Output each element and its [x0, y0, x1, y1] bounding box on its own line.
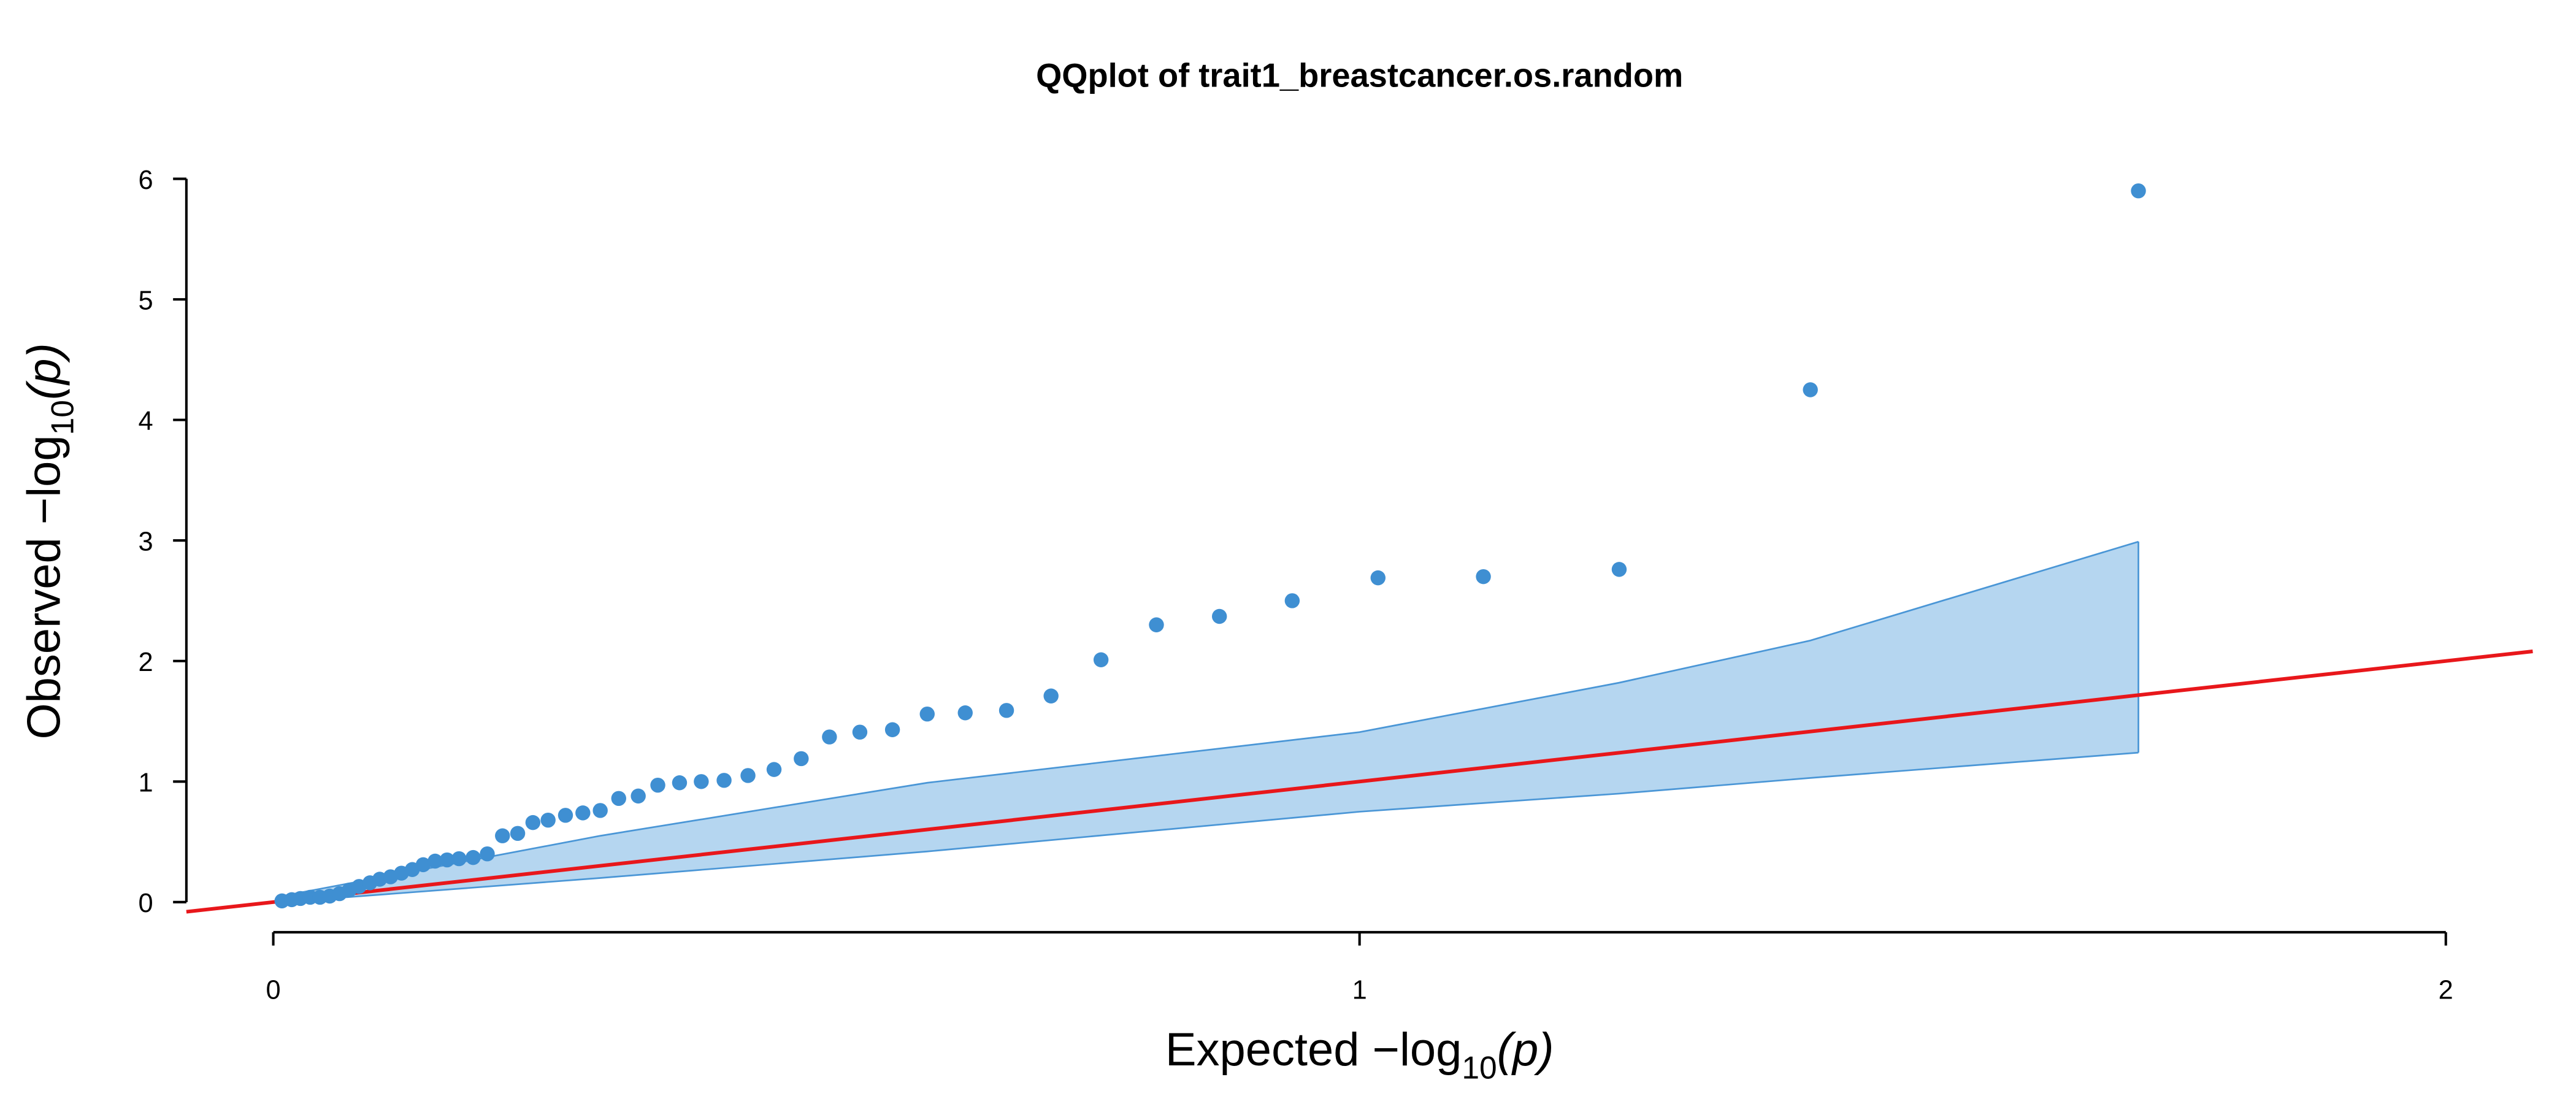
y-tick-label: 0 — [138, 889, 153, 918]
chart-title: QQplot of trait1_breastcancer.os.random — [1036, 58, 1683, 94]
point — [1370, 570, 1386, 586]
point — [1284, 593, 1300, 608]
point — [575, 805, 591, 821]
point — [672, 775, 688, 791]
point — [794, 751, 809, 767]
point — [415, 857, 431, 873]
x-axis-title-part: Expected −log — [1165, 1024, 1462, 1076]
point — [510, 826, 526, 841]
point — [480, 846, 495, 862]
point — [1611, 562, 1627, 577]
reference-line — [186, 650, 2533, 914]
point — [631, 788, 646, 804]
band-upper — [282, 540, 2139, 897]
y-tick-label: 1 — [138, 769, 153, 798]
x-tick-label: 2 — [2439, 975, 2453, 1005]
point — [1093, 652, 1109, 667]
y-tick-label: 5 — [138, 286, 153, 315]
point — [540, 812, 556, 828]
point — [2131, 183, 2146, 199]
y-axis-title: Observed −log10(p) — [18, 343, 80, 739]
point — [1043, 688, 1059, 703]
x-axis-title-part: (p) — [1497, 1024, 1554, 1076]
y-axis-title-part: (p) — [18, 343, 71, 400]
x-tick-label: 0 — [266, 975, 280, 1005]
point — [740, 768, 756, 783]
confidence-band — [282, 542, 2139, 902]
point — [451, 851, 467, 867]
x-tick-label: 1 — [1352, 975, 1367, 1005]
y-tick-label: 6 — [138, 166, 153, 195]
point — [525, 815, 541, 830]
point — [1476, 569, 1491, 585]
band-lower — [282, 751, 2139, 903]
y-axis-title-part: Observed −log — [18, 435, 71, 739]
point — [611, 791, 626, 807]
point — [495, 828, 510, 843]
point — [852, 724, 868, 740]
x-axis-title: Expected −log10(p) — [1165, 1024, 1554, 1086]
point — [592, 803, 608, 818]
point — [650, 777, 665, 793]
y-axis-title-sub: 10 — [44, 400, 80, 435]
point — [957, 705, 973, 721]
point — [716, 773, 732, 788]
point — [1803, 382, 1818, 397]
point — [1149, 617, 1164, 632]
point — [884, 722, 900, 737]
y-tick-label: 4 — [138, 407, 153, 436]
point — [919, 707, 935, 722]
point — [766, 762, 782, 777]
x-axis-title-sub: 10 — [1462, 1050, 1497, 1086]
point — [439, 852, 455, 868]
point — [427, 853, 443, 869]
point — [1211, 608, 1227, 624]
point — [466, 849, 481, 865]
y-tick-label: 2 — [138, 648, 153, 677]
point — [558, 808, 573, 823]
y-tick-label: 3 — [138, 527, 153, 556]
point — [822, 729, 837, 745]
point — [999, 703, 1014, 718]
point — [694, 774, 709, 789]
